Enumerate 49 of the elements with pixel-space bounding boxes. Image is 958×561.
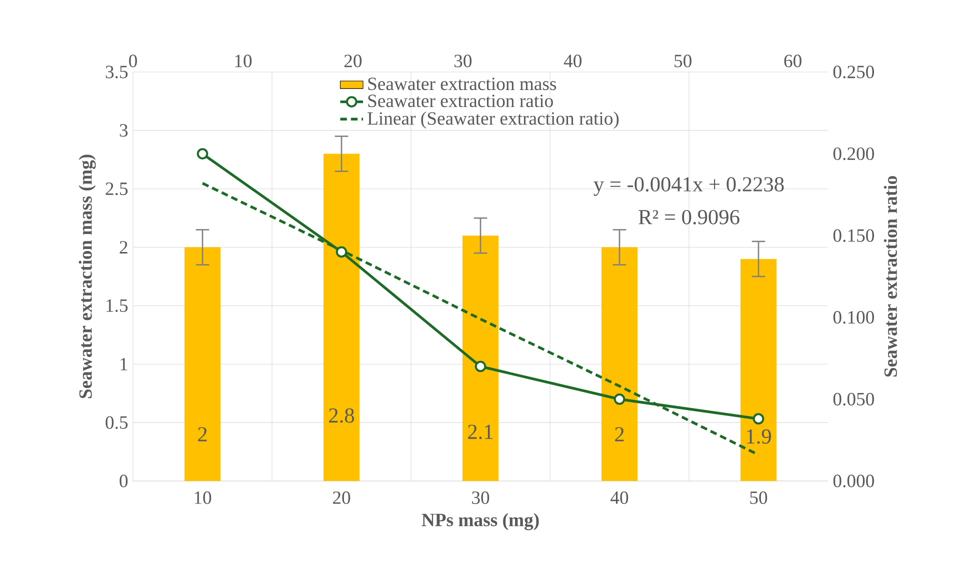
- y-tick-label: 1.5: [106, 299, 128, 312]
- point: [752, 413, 764, 424]
- y-tick-label: 2.5: [106, 182, 128, 196]
- y-tick-label: 0.5: [106, 416, 128, 429]
- y-tick-label: 0: [120, 474, 128, 488]
- x-tick-label: 40: [610, 491, 628, 504]
- legend-label: Linear (Seawater extraction ratio): [368, 112, 619, 129]
- y2-tick-label: 0.150: [833, 229, 874, 242]
- point: [614, 394, 626, 405]
- x2-tick-label: 0: [129, 54, 137, 68]
- bar: [601, 247, 638, 481]
- legend-label: Seawater extraction ratio: [368, 94, 553, 108]
- legend-label: Seawater extraction mass: [368, 78, 556, 90]
- x2-tick-label: 40: [564, 54, 582, 68]
- y2-tick-label: 0.250: [833, 66, 874, 78]
- point: [474, 360, 486, 372]
- y-tick-label: 1: [120, 358, 128, 370]
- point: [196, 148, 208, 160]
- data-label: 2.8: [329, 408, 354, 423]
- y2-tick-label: 0.100: [833, 311, 874, 324]
- point: [336, 246, 348, 258]
- x-tick-label: 10: [194, 491, 212, 504]
- x-axis-title: NPs mass (mg): [422, 513, 539, 530]
- data-label: 1.9: [747, 429, 771, 444]
- y2-axis-title: Seawater extraction ratio: [884, 176, 898, 377]
- x2-tick-label: 50: [674, 54, 692, 68]
- annotation: y = -0.0041x + 0.2238: [594, 177, 784, 196]
- x-tick-label: 50: [750, 491, 768, 504]
- y2-tick-label: 0.200: [833, 147, 874, 160]
- bar: [324, 154, 360, 481]
- bar: [184, 247, 221, 481]
- y-tick-label: 3.5: [106, 66, 128, 78]
- data-label: 2.1: [468, 424, 493, 440]
- x2-tick-label: 60: [784, 54, 802, 68]
- y-axis-title: Seawater extraction mass (mg): [78, 154, 96, 398]
- x2-tick-label: 10: [235, 54, 252, 68]
- y-tick-label: 2: [120, 241, 128, 254]
- y2-tick-label: 0.050: [833, 392, 874, 406]
- x-tick-label: 20: [332, 491, 350, 504]
- data-label: 2: [615, 427, 624, 442]
- x2-tick-label: 20: [344, 54, 362, 68]
- x2-tick-label: 30: [454, 54, 472, 68]
- x-tick-label: 30: [472, 491, 490, 504]
- bar: [740, 258, 776, 481]
- y2-tick-label: 0.000: [833, 474, 874, 488]
- data-label: 2: [198, 427, 207, 442]
- annotation: R² = 0.9096: [638, 210, 740, 224]
- y-tick-label: 3: [120, 124, 128, 137]
- bar: [462, 236, 498, 481]
